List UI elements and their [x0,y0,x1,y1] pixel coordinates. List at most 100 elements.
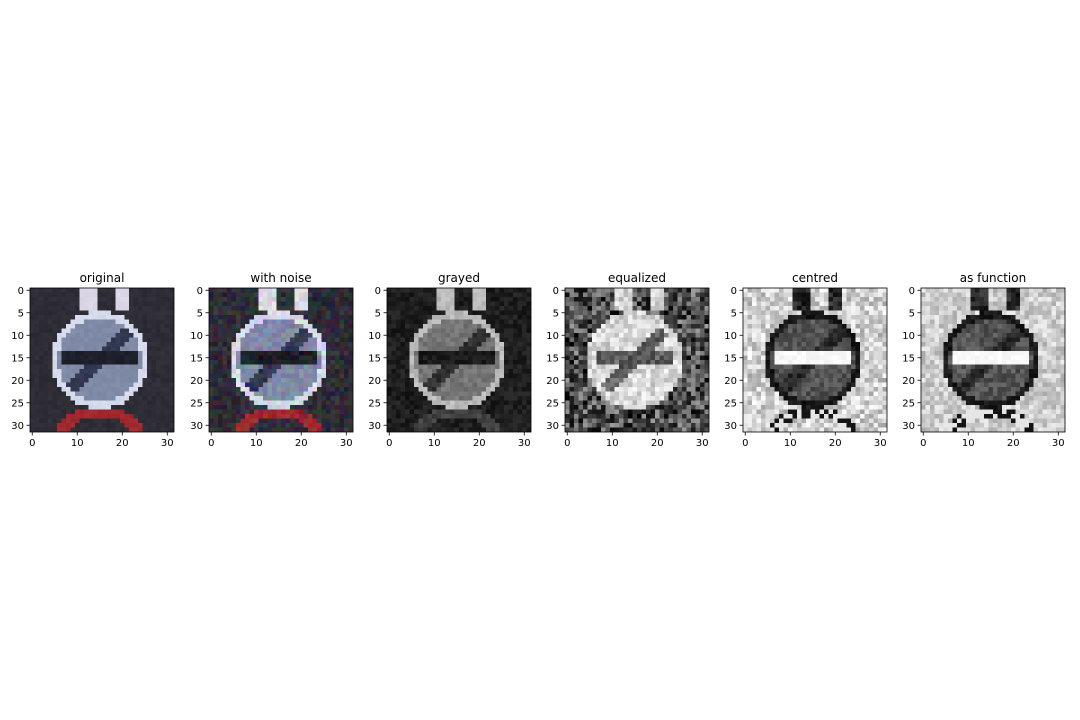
image-pixel [222,373,228,379]
image-pixel [281,414,286,419]
image-pixel [213,297,219,302]
image-pixel [664,360,669,365]
image-pixel [864,391,870,397]
image-pixel [308,310,313,316]
image-pixel [682,301,687,307]
image-pixel [290,414,295,419]
image-pixel [30,333,35,338]
image-pixel [747,355,753,361]
image-pixel [864,369,870,374]
image-pixel [526,310,532,316]
image-pixel [133,315,139,320]
image-pixel [578,373,584,379]
y-tick-label: 10 [368,331,381,342]
image-pixel [396,319,401,325]
image-pixel [450,396,455,401]
image-pixel [490,328,496,334]
image-pixel [632,418,638,424]
image-pixel [317,342,322,347]
image-pixel [628,364,633,370]
image-pixel [102,319,107,325]
image-pixel [756,369,762,374]
image-pixel [779,292,784,298]
image-pixel [650,360,656,365]
image-pixel [160,324,166,329]
image-pixel [614,391,620,397]
image-pixel [409,387,415,392]
image-pixel [258,373,264,379]
image-pixel [391,423,397,428]
x-tick-label: 20 [116,438,129,449]
image-pixel [48,391,53,397]
image-pixel [299,364,304,370]
image-pixel [290,369,295,374]
image-pixel [303,382,309,388]
image-pixel [596,342,602,347]
image-pixel [846,306,852,311]
image-pixel [423,418,428,424]
image-pixel [30,396,35,401]
image-pixel [596,373,602,379]
image-pixel [405,292,410,298]
image-pixel [646,355,651,361]
image-pixel [765,324,771,329]
image-pixel [752,288,757,293]
image-pixel [797,360,802,365]
image-pixel [414,423,419,428]
image-pixel [326,288,331,293]
image-pixel [495,337,500,343]
image-pixel [423,292,428,298]
image-pixel [504,292,509,298]
image-pixel [569,373,575,379]
image-pixel [704,364,710,370]
image-pixel [391,306,397,311]
image-pixel [691,301,696,307]
image-pixel [677,324,683,329]
image-pixel [396,414,401,419]
image-pixel [472,396,478,401]
image-pixel [156,414,161,419]
image-pixel [57,328,62,334]
image-pixel [418,342,424,347]
image-pixel [704,400,710,406]
image-pixel [614,405,620,410]
image-pixel [30,364,35,370]
image-pixel [52,423,58,428]
image-pixel [263,364,268,370]
image-pixel [52,391,58,397]
image-pixel [93,355,98,361]
image-pixel [846,382,852,388]
image-pixel [276,387,282,392]
image-pixel [700,364,705,370]
image-pixel [258,427,264,433]
image-pixel [574,382,579,388]
image-pixel [463,297,469,302]
image-pixel [592,328,597,334]
image-pixel [276,396,282,401]
image-pixel [39,301,44,307]
image-pixel [819,328,825,334]
image-pixel [445,351,451,356]
image-pixel [115,418,121,424]
image-pixel [504,391,509,397]
image-pixel [797,324,802,329]
image-pixel [254,337,259,343]
image-pixel [39,342,44,347]
image-pixel [52,333,58,338]
image-pixel [569,346,575,352]
image-pixel [169,333,175,338]
image-pixel [526,364,532,370]
image-pixel [743,355,748,361]
image-pixel [156,360,161,365]
image-pixel [869,306,874,311]
image-pixel [682,333,687,338]
image-pixel [111,288,116,293]
image-pixel [490,391,496,397]
image-pixel [601,378,606,383]
image-pixel [770,369,775,374]
image-pixel [418,360,424,365]
y-tick-label: 25 [368,398,381,409]
image-pixel [596,351,602,356]
image-pixel [806,310,811,316]
image-pixel [43,297,49,302]
